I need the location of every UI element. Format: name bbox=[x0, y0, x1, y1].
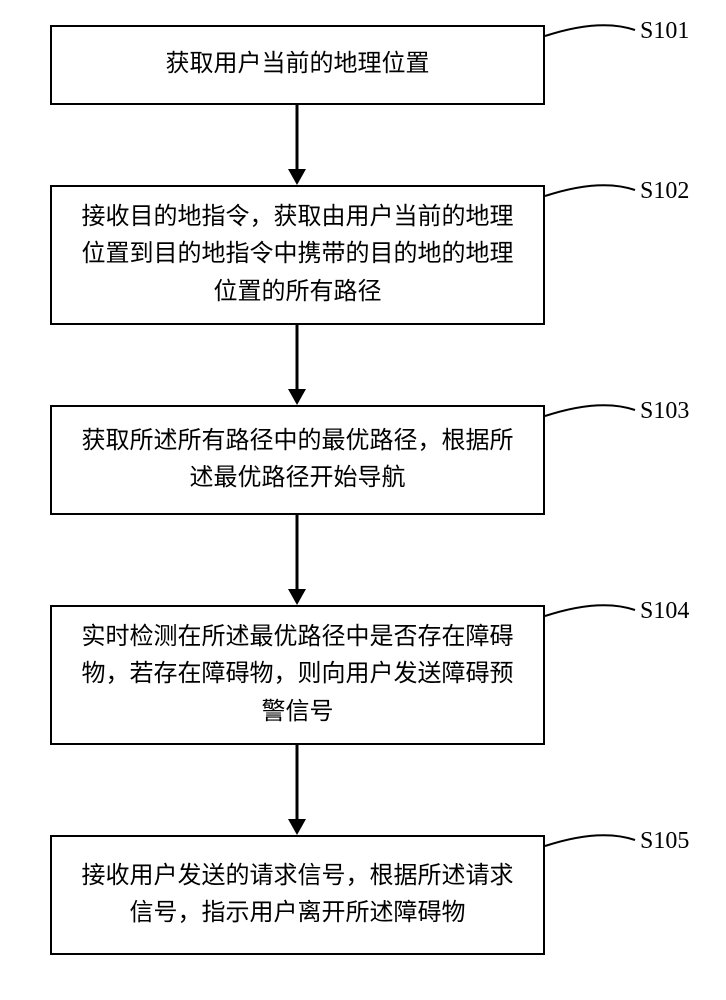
step-label-s103: S103 bbox=[640, 398, 689, 425]
flow-node-s105-text: 接收用户发送的请求信号，根据所述请求信号，指示用户离开所述障碍物 bbox=[72, 858, 523, 932]
step-label-s105: S105 bbox=[640, 828, 689, 855]
step-label-s102: S102 bbox=[640, 178, 689, 205]
step-label-s101: S101 bbox=[640, 18, 689, 45]
flow-node-s103: 获取所述所有路径中的最优路径，根据所述最优路径开始导航 bbox=[50, 405, 545, 515]
step-label-s104: S104 bbox=[640, 598, 689, 625]
flow-node-s104: 实时检测在所述最优路径中是否存在障碍物，若存在障碍物，则向用户发送障碍预警信号 bbox=[50, 605, 545, 745]
flow-node-s103-text: 获取所述所有路径中的最优路径，根据所述最优路径开始导航 bbox=[72, 423, 523, 497]
flow-node-s101: 获取用户当前的地理位置 bbox=[50, 25, 545, 105]
flow-node-s101-text: 获取用户当前的地理位置 bbox=[166, 46, 430, 83]
flow-node-s102-text: 接收目的地指令，获取由用户当前的地理位置到目的地指令中携带的目的地的地理位置的所… bbox=[72, 199, 523, 311]
flowchart-canvas: 获取用户当前的地理位置 S101 接收目的地指令，获取由用户当前的地理位置到目的… bbox=[0, 0, 726, 1000]
flow-node-s105: 接收用户发送的请求信号，根据所述请求信号，指示用户离开所述障碍物 bbox=[50, 835, 545, 955]
flow-node-s102: 接收目的地指令，获取由用户当前的地理位置到目的地指令中携带的目的地的地理位置的所… bbox=[50, 185, 545, 325]
flow-node-s104-text: 实时检测在所述最优路径中是否存在障碍物，若存在障碍物，则向用户发送障碍预警信号 bbox=[72, 619, 523, 731]
